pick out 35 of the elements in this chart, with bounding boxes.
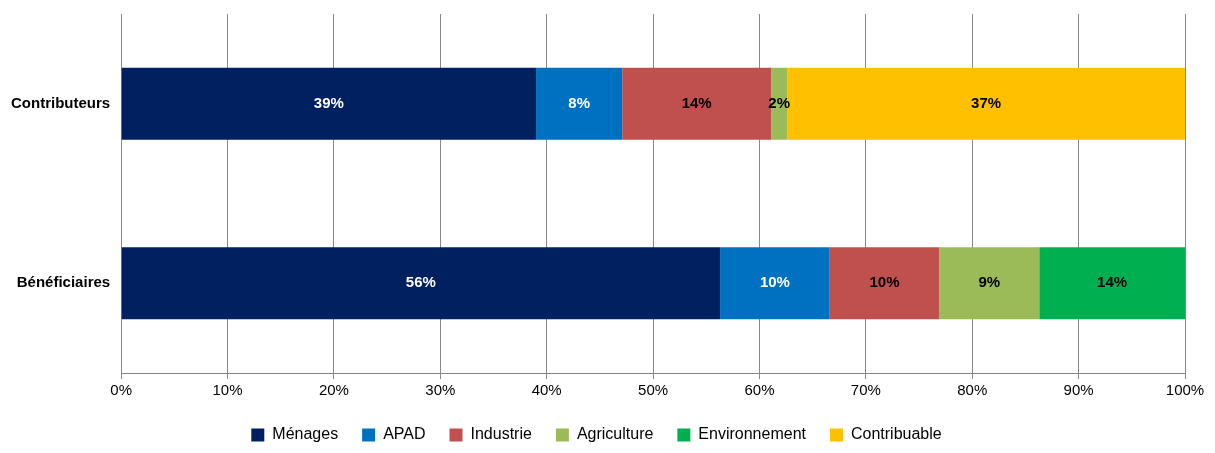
- bar: [121, 247, 721, 320]
- x-tick-label: 20%: [318, 381, 349, 399]
- x-tick-label: 10%: [212, 381, 243, 399]
- data-label: 14%: [681, 93, 712, 111]
- x-tick-label: 40%: [531, 381, 562, 399]
- x-tick-label: 0%: [110, 381, 133, 399]
- bar: [1039, 247, 1185, 320]
- x-tick-label: 30%: [425, 381, 456, 399]
- x-tick-label: 100%: [1165, 381, 1205, 399]
- data-label: 8%: [568, 93, 590, 111]
- legend-label: APAD: [383, 425, 426, 443]
- bar: [829, 247, 940, 320]
- bar: [939, 247, 1040, 320]
- data-label: 14%: [1097, 273, 1128, 291]
- x-tick-label: 80%: [957, 381, 988, 399]
- legend-label: Ménages: [272, 425, 339, 443]
- data-label: 9%: [978, 273, 1001, 291]
- bar: [720, 247, 830, 320]
- legend-label: Industrie: [470, 425, 532, 443]
- x-tick-label: 60%: [744, 381, 775, 399]
- bar: [121, 67, 537, 140]
- x-tick-label: 70%: [850, 381, 881, 399]
- y-tick-label: Bénéficiaires: [16, 273, 111, 291]
- data-label: 37%: [971, 93, 1002, 111]
- data-label: 10%: [759, 273, 790, 291]
- data-label: 39%: [313, 93, 344, 111]
- legend-label: Contribuable: [850, 425, 942, 443]
- data-label: 10%: [869, 273, 900, 291]
- legend-label: Environnement: [698, 425, 807, 443]
- bar: [536, 67, 623, 140]
- data-label: 56%: [405, 273, 436, 291]
- x-tick-label: 90%: [1063, 381, 1094, 399]
- x-tick-label: 50%: [638, 381, 669, 399]
- legend-label: Agriculture: [576, 425, 654, 443]
- y-tick-label: Contributeurs: [10, 93, 111, 111]
